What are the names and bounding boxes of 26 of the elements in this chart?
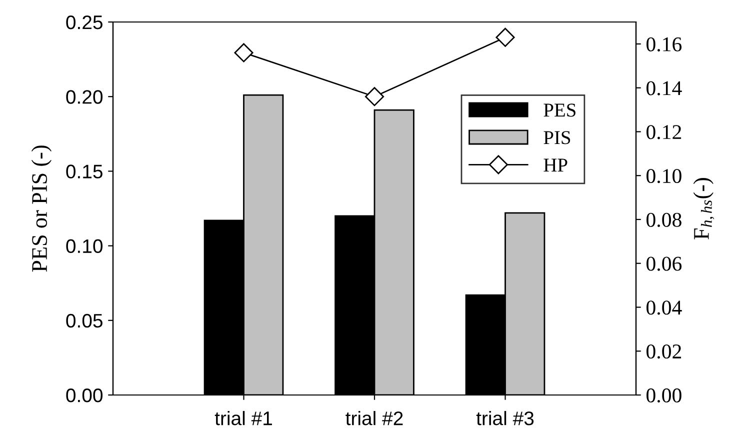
y-axis-title: PES or PIS (-) (31, 146, 52, 272)
y-tick-label: 0.15 (66, 164, 102, 178)
point (496, 28, 515, 47)
y-tick-label: 0.10 (66, 239, 103, 254)
y-tick-label: 0.05 (66, 314, 102, 328)
y2-tick-label: 0.02 (646, 344, 682, 359)
x-tick-label: trial #2 (346, 410, 403, 426)
y2-axis-title: F$_{h,hs}$(-) (693, 178, 714, 240)
y2-tick-label: 0.14 (646, 81, 682, 96)
x-tick-label: trial #1 (214, 410, 272, 426)
y2-tick-label: 0.16 (646, 37, 682, 52)
point (364, 87, 384, 106)
y2-tick-label: 0.04 (646, 300, 682, 315)
y2-tick-label: 0.06 (646, 256, 682, 271)
legend-label: PIS (544, 131, 570, 144)
y-tick-label: 0.25 (66, 15, 102, 30)
y2-tick-label: 0.08 (646, 212, 682, 227)
legend-label: PES (544, 104, 576, 117)
y-tick-label: 0.00 (66, 388, 103, 402)
y-tick-label: 0.20 (66, 90, 103, 104)
y2-tick-label: 0.12 (646, 125, 682, 140)
y2-tick-label: 0.10 (646, 168, 682, 184)
point (234, 43, 254, 62)
y2-tick-label: 0.00 (646, 388, 682, 403)
x-tick-label: trial #3 (476, 410, 534, 426)
legend-label: HP (544, 158, 568, 172)
